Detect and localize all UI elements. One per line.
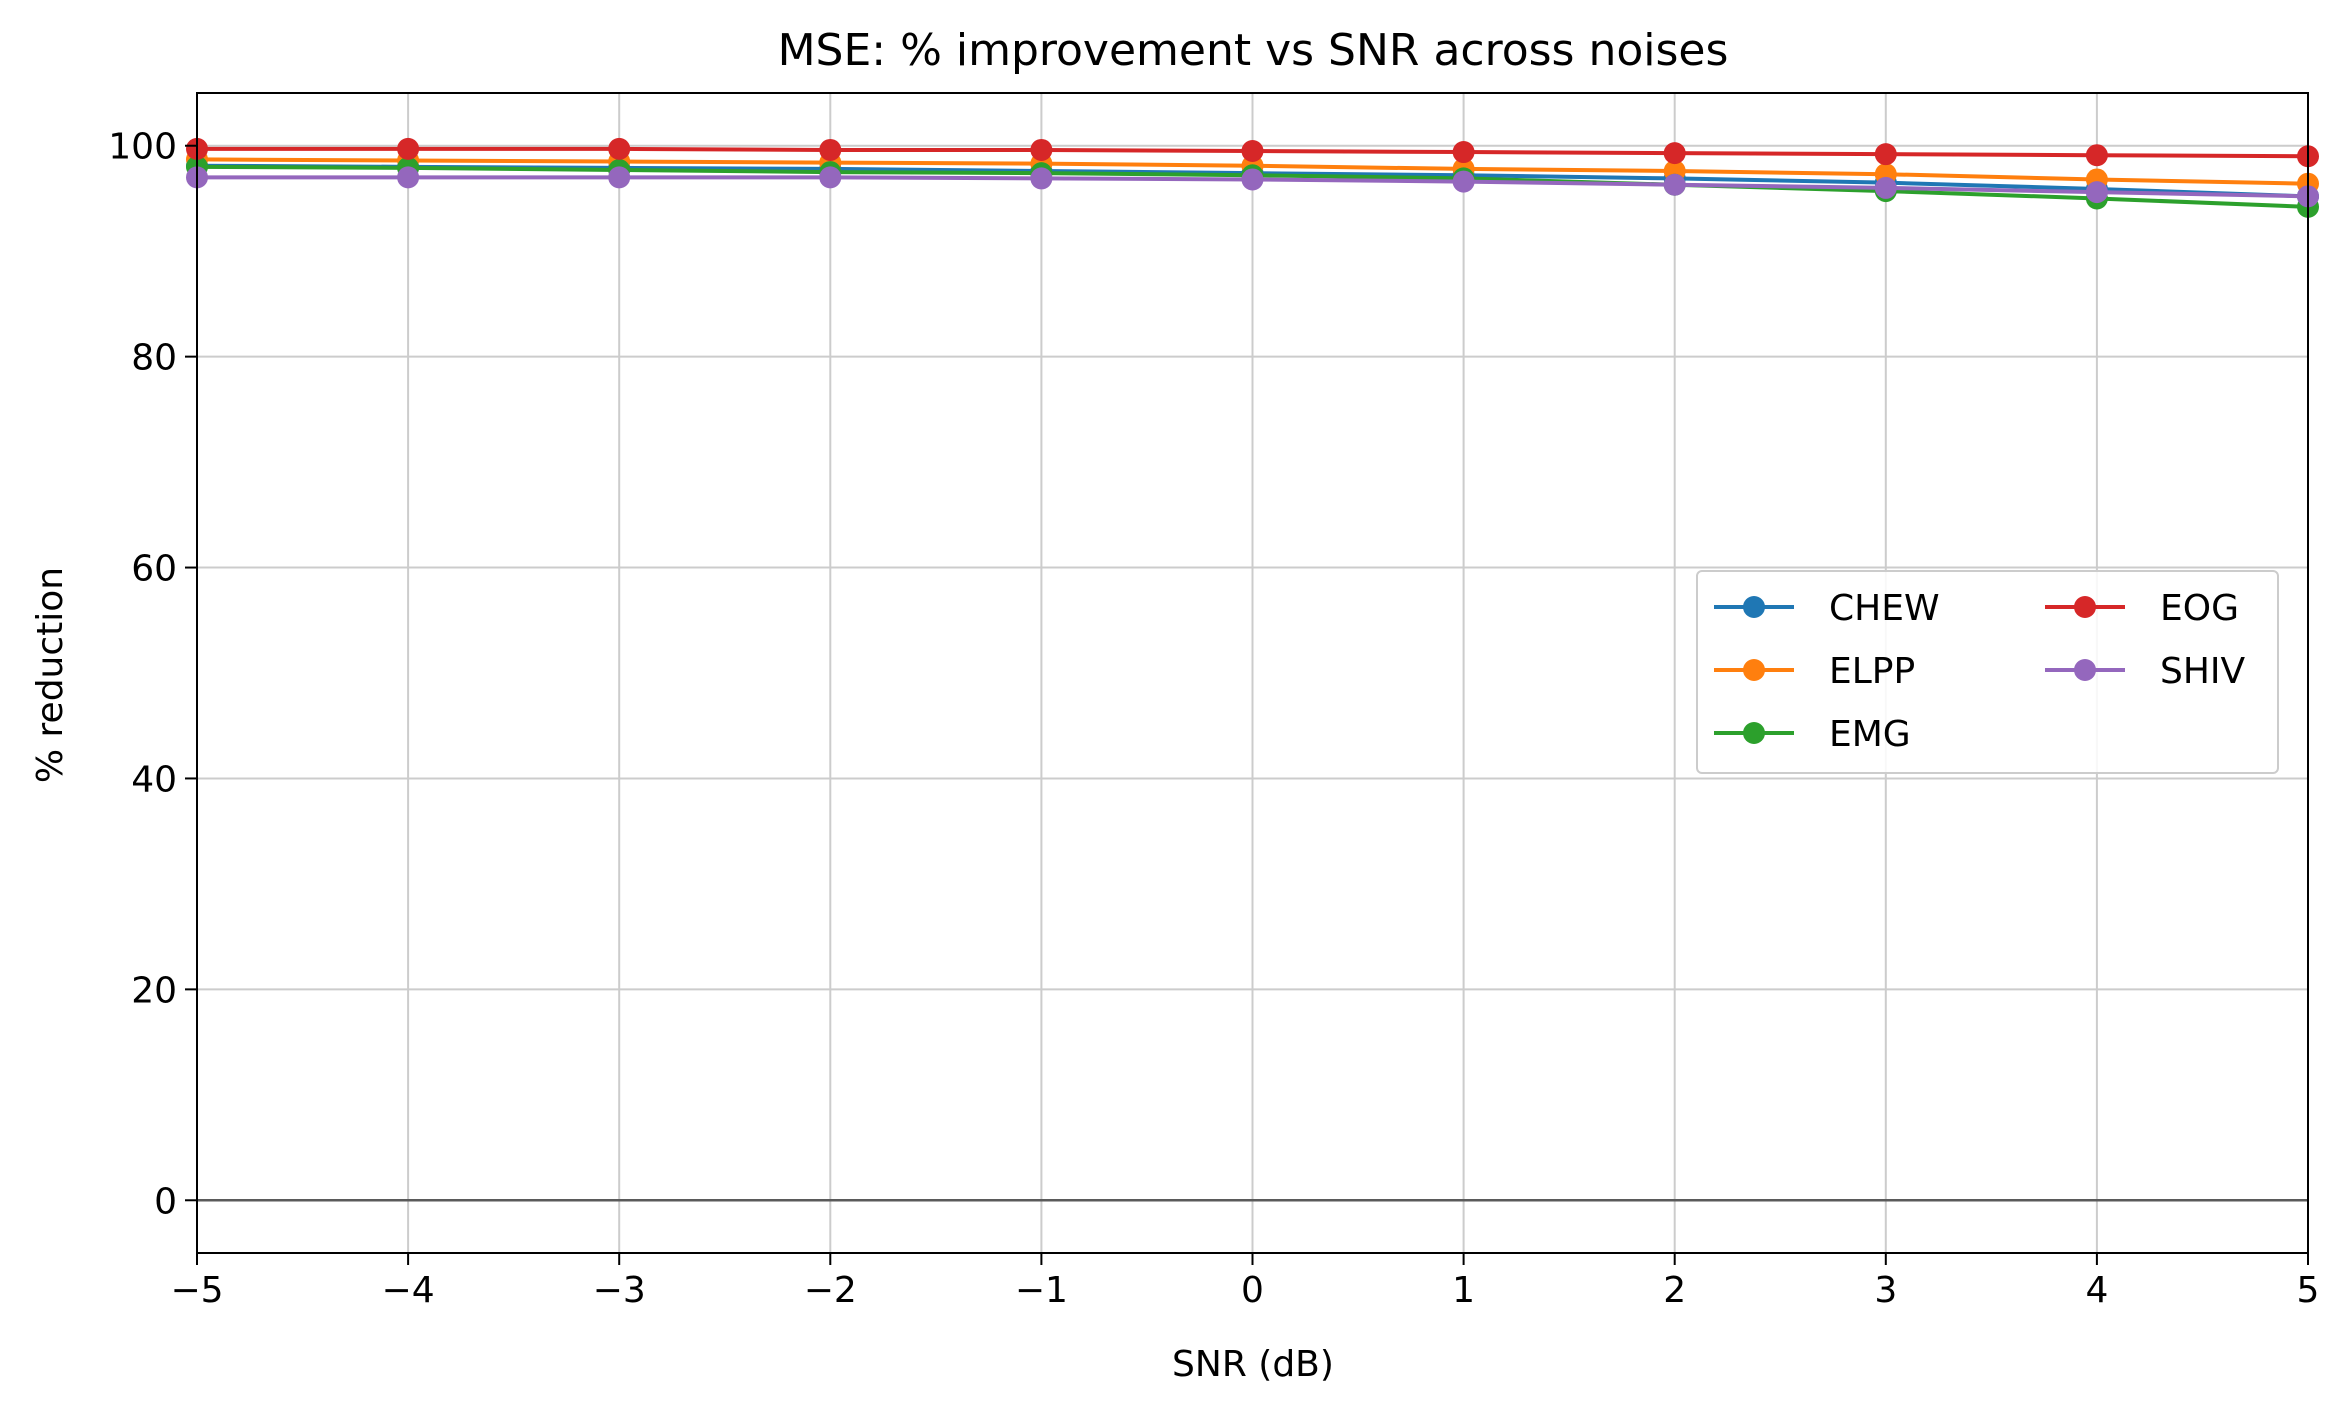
data-point-eog-3 xyxy=(819,138,842,161)
data-point-eog-7 xyxy=(1663,142,1686,165)
data-point-shiv-3 xyxy=(819,166,842,189)
data-point-eog-1 xyxy=(397,137,420,160)
series-shiv xyxy=(186,166,2319,208)
legend-swatch-marker xyxy=(2074,659,2096,681)
legend-label-emg: EMG xyxy=(1829,714,1911,755)
legend-item-elpp: ELPP xyxy=(1714,651,1915,692)
data-point-eog-8 xyxy=(1874,143,1897,166)
data-point-shiv-5 xyxy=(1241,168,1264,191)
legend-item-chew: CHEW xyxy=(1714,588,1940,629)
axis-ticks: −5 −4 −3 −2 −1 0 1 2 3 4 5 0 20 40 60 80 100 xyxy=(108,127,2319,1311)
x-tick-label-9: 4 xyxy=(2085,1270,2108,1311)
chart-title: MSE: % improvement vs SNR across noises xyxy=(778,25,1729,76)
y-tick-label-4: 80 xyxy=(131,338,177,379)
legend-swatch-marker xyxy=(1743,596,1765,618)
legend-label-chew: CHEW xyxy=(1829,588,1940,629)
legend-label-elpp: ELPP xyxy=(1829,651,1915,692)
data-point-shiv-2 xyxy=(608,166,631,189)
legend-label-eog: EOG xyxy=(2160,588,2239,629)
data-point-eog-5 xyxy=(1241,140,1264,162)
y-tick-label-2: 40 xyxy=(131,759,177,800)
data-point-eog-4 xyxy=(1030,138,1053,161)
data-point-eog-6 xyxy=(1452,141,1475,164)
data-point-eog-9 xyxy=(2085,144,2108,167)
legend-item-emg: EMG xyxy=(1714,714,1911,755)
legend-swatch-marker xyxy=(1743,722,1765,744)
x-tick-label-10: 5 xyxy=(2297,1270,2320,1311)
series-group xyxy=(186,137,2319,218)
legend-box xyxy=(1696,570,2279,774)
x-tick-label-4: −1 xyxy=(1015,1270,1068,1311)
x-tick-label-5: 0 xyxy=(1241,1270,1264,1311)
data-point-shiv-6 xyxy=(1452,170,1475,193)
legend-label-shiv: SHIV xyxy=(2160,651,2246,692)
y-tick-label-1: 20 xyxy=(131,970,177,1011)
legend-swatch-marker xyxy=(1743,659,1765,681)
x-tick-label-6: 1 xyxy=(1452,1270,1475,1311)
y-tick-label-3: 60 xyxy=(131,549,177,590)
data-point-shiv-9 xyxy=(2085,181,2108,204)
legend: CHEW ELPP EMG EOG SHIV xyxy=(1696,570,2279,774)
data-point-shiv-1 xyxy=(397,166,420,189)
legend-item-shiv: SHIV xyxy=(2045,651,2246,692)
x-tick-label-0: −5 xyxy=(170,1270,223,1311)
y-axis-label: % reduction xyxy=(30,567,71,783)
x-tick-label-7: 2 xyxy=(1663,1270,1686,1311)
x-axis-label: SNR (dB) xyxy=(1172,1344,1334,1385)
legend-swatch-marker xyxy=(2074,596,2096,618)
y-tick-label-5: 100 xyxy=(108,127,177,168)
x-tick-label-8: 3 xyxy=(1874,1270,1897,1311)
x-tick-label-2: −3 xyxy=(593,1270,646,1311)
legend-item-eog: EOG xyxy=(2045,588,2239,629)
y-tick-label-0: 0 xyxy=(154,1181,177,1222)
x-tick-label-1: −4 xyxy=(382,1270,435,1311)
x-tick-label-3: −2 xyxy=(804,1270,857,1311)
data-point-shiv-7 xyxy=(1663,173,1686,196)
data-point-eog-2 xyxy=(608,137,631,160)
data-point-shiv-8 xyxy=(1874,176,1897,199)
data-point-shiv-4 xyxy=(1030,167,1053,190)
series-eog xyxy=(186,137,2319,168)
